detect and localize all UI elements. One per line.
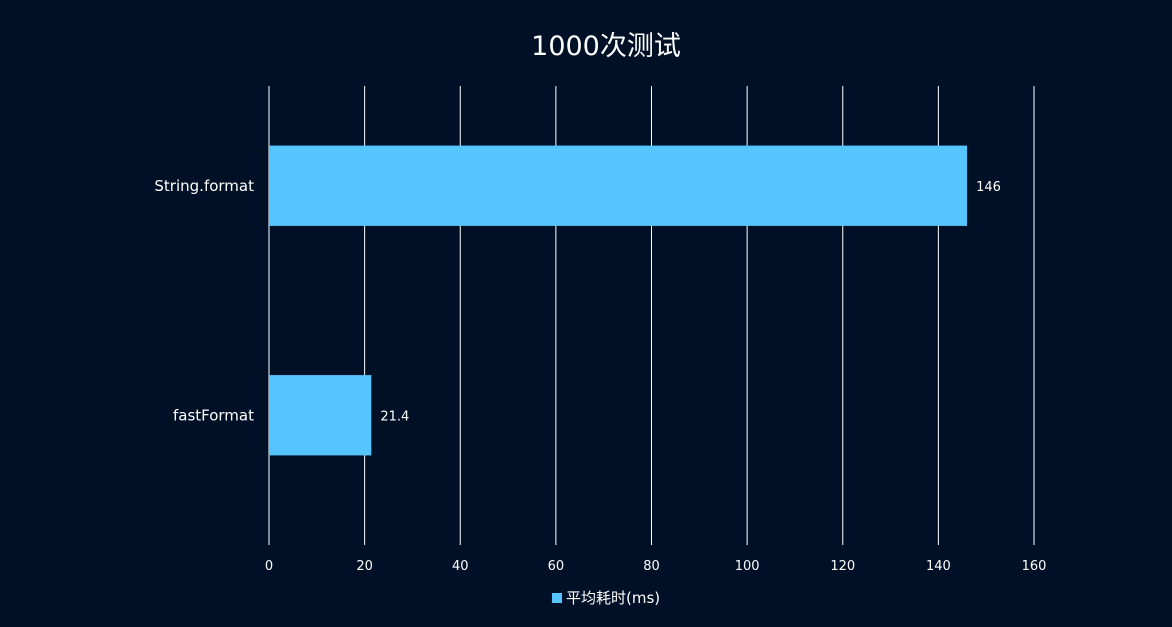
x-tick-label: 100 bbox=[735, 559, 760, 574]
legend[interactable]: 平均耗时(ms) bbox=[552, 589, 660, 607]
x-tick-label: 140 bbox=[926, 559, 951, 574]
bar-fastformat[interactable] bbox=[269, 375, 371, 455]
data-label: 146 bbox=[976, 180, 1001, 195]
x-tick-label: 80 bbox=[643, 559, 660, 574]
x-tick-label: 0 bbox=[265, 559, 273, 574]
x-tick-label: 40 bbox=[452, 559, 469, 574]
x-tick-label: 20 bbox=[356, 559, 373, 574]
legend-swatch bbox=[552, 593, 562, 603]
bar-string-format[interactable] bbox=[269, 146, 967, 226]
data-label: 21.4 bbox=[380, 409, 409, 424]
x-tick-label: 60 bbox=[548, 559, 565, 574]
chart-title: 1000次测试 bbox=[531, 31, 681, 62]
legend-label: 平均耗时(ms) bbox=[566, 589, 660, 607]
category-label: fastFormat bbox=[173, 406, 254, 424]
x-tick-label: 160 bbox=[1022, 559, 1047, 574]
x-tick-label: 120 bbox=[830, 559, 855, 574]
category-label: String.format bbox=[154, 177, 254, 195]
